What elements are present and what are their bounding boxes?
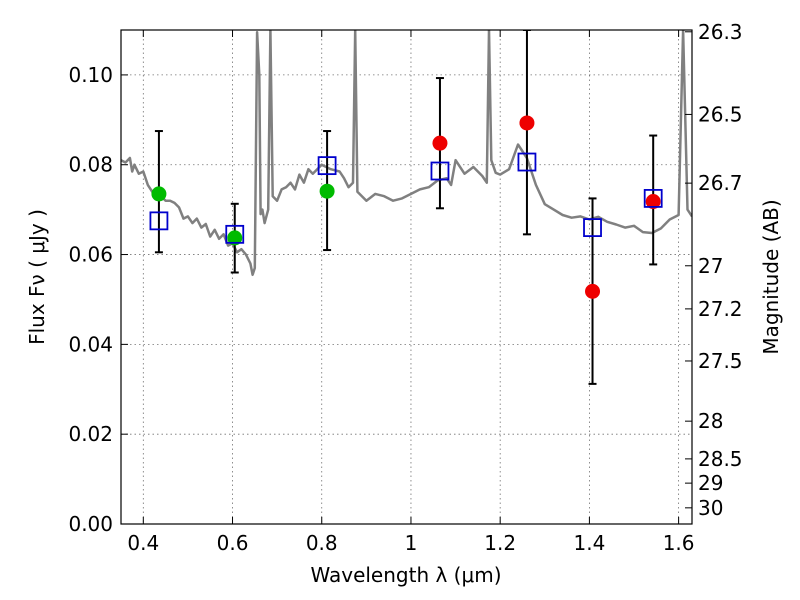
y-tick-label: 0.06 [68,243,113,267]
spectrum-layer [121,30,692,277]
right-tick-label: 30 [698,496,723,520]
grid [121,30,692,525]
model-flux-square [517,152,537,172]
y-axis-title: Flux Fν ( μJy ) [25,209,49,345]
ticks-layer: 0.4 0.6 0.8 1 1.2 1.4 1.6 0.00 0.02 0.04 0.06 0.08 0… [68,20,742,555]
x-tick-label: 0.4 [127,531,159,555]
y-tick-label: 0.08 [68,153,113,177]
y-tick-label: 0.02 [68,422,113,446]
model-flux-square [430,161,450,181]
x-tick-label: 1.6 [663,531,695,555]
y-tick-label: 0.04 [68,332,113,356]
right-tick-label: 26.7 [698,171,743,195]
flux-point [432,135,448,151]
flux-point [227,230,243,246]
right-tick-label: 27 [698,254,723,278]
model-flux-square [225,224,245,244]
flux-point [645,194,661,210]
plot-frame [120,29,693,525]
model-flux-square [583,218,602,238]
model-flux-square [317,156,337,176]
right-tick-label: 27.2 [698,297,743,321]
right-tick-label: 26.3 [698,20,743,44]
flux-point [519,115,535,131]
model-flux-square [149,211,169,231]
errorbar-layer [154,30,658,385]
x-axis-title: Wavelength λ (μm) [310,563,501,587]
spectrum-line [121,30,692,277]
x-tick-label: 0.8 [306,531,338,555]
squares-layer [149,152,663,244]
right-tick-label: 29 [698,471,723,495]
flux-point [151,186,167,202]
right-tick-label: 28 [698,409,723,433]
y-tick-label: 0.00 [68,512,113,536]
right-tick-label: 27.5 [698,349,743,373]
flux-point [319,183,335,199]
x-tick-label: 1.4 [573,531,605,555]
x-tick-label: 0.6 [217,531,249,555]
right-axis-title: Magnitude (AB) [759,199,783,354]
model-flux-square [643,189,663,208]
flux-point [585,283,601,299]
y-tick-label: 0.10 [68,63,113,87]
right-tick-label: 28.5 [698,447,743,471]
right-tick-label: 26.5 [698,102,743,126]
x-tick-label: 1.2 [484,531,516,555]
x-tick-label: 1 [405,531,418,555]
points-layer [151,115,661,299]
